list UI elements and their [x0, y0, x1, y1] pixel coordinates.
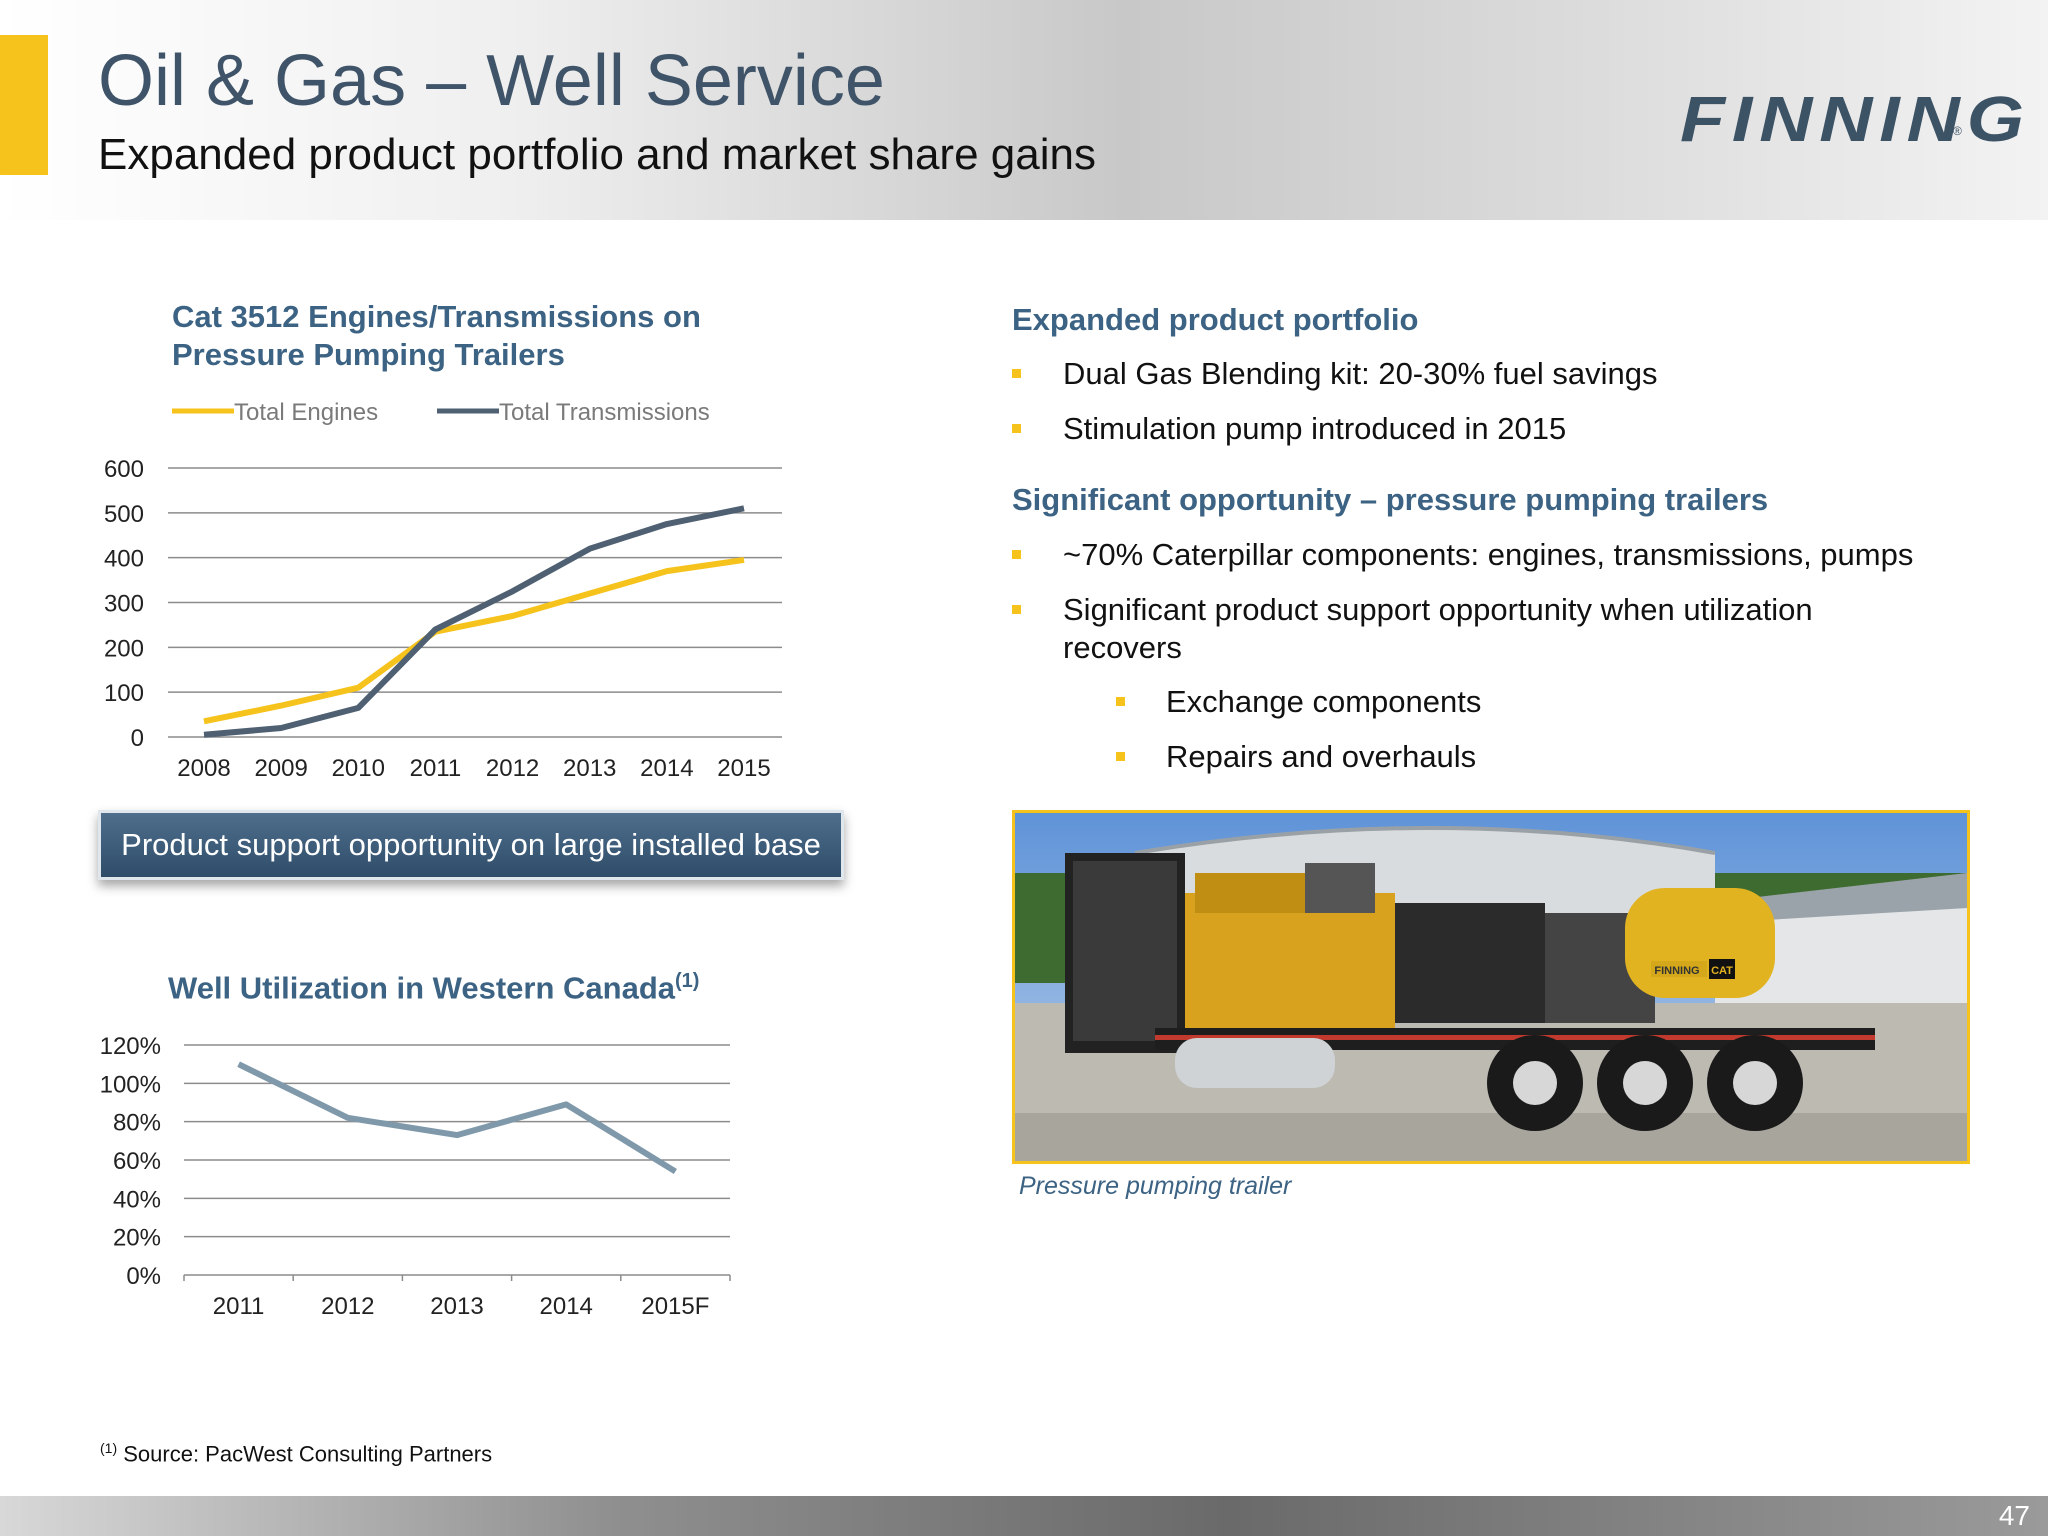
legend-label: Total Engines [234, 399, 378, 426]
bullet-square-icon [1012, 369, 1021, 378]
x-tick-label: 2014 [640, 755, 693, 782]
bullet-square-icon [1012, 550, 1021, 559]
x-tick-label: 2013 [563, 755, 616, 782]
y-tick-label: 40% [113, 1186, 161, 1213]
bullet-text-continued: recovers [1063, 630, 1182, 665]
footer-band [0, 1496, 2048, 1536]
y-tick-label: 500 [104, 501, 144, 528]
y-tick-label: 400 [104, 546, 144, 573]
accent-bar [0, 35, 48, 175]
source-footnote: (1) Source: PacWest Consulting Partners [100, 1440, 492, 1467]
x-tick-label: 2011 [213, 1293, 265, 1320]
chart1-title-line1: Cat 3512 Engines/Transmissions on [172, 299, 701, 334]
footnote-mark: (1) [100, 1440, 118, 1456]
y-tick-label: 0 [131, 725, 144, 752]
series-line [237, 1061, 677, 1175]
chart1-title-line2: Pressure Pumping Trailers [172, 337, 565, 372]
bullet-text: Dual Gas Blending kit: 20-30% fuel savin… [1063, 356, 1658, 391]
bullet-square-icon [1012, 605, 1021, 614]
y-tick-label: 100% [100, 1071, 161, 1098]
bullet-square-icon [1116, 697, 1125, 706]
bullet-text: Significant product support opportunity … [1063, 592, 1813, 627]
x-tick-label: 2009 [254, 755, 307, 782]
trailer-illustration: FINNING CAT [1015, 813, 1967, 1161]
y-tick-label: 80% [113, 1110, 161, 1137]
page-number: 47 [1998, 1500, 2030, 1531]
chart1-title: Cat 3512 Engines/Transmissions on Pressu… [172, 298, 701, 374]
bullet-text: Repairs and overhauls [1166, 739, 1477, 774]
bullet-text: ~70% Caterpillar components: engines, tr… [1063, 537, 1914, 572]
slide-title: Oil & Gas – Well Service [98, 41, 885, 121]
footnote-text: Source: PacWest Consulting Partners [117, 1441, 493, 1467]
x-tick-label: 2011 [410, 755, 462, 782]
x-tick-label: 2015 [717, 755, 770, 782]
bullet-square-icon [1012, 424, 1021, 433]
installed-base-callout: Product support opportunity on large ins… [98, 810, 844, 880]
finning-logo: FINNING [1680, 83, 2031, 155]
legend-label: Total Transmissions [499, 399, 710, 426]
chart2-title-footnote-mark: (1) [675, 970, 700, 992]
chart2-title-text: Well Utilization in Western Canada [168, 970, 675, 1006]
x-tick-label: 2015F [641, 1293, 709, 1320]
tank-cat-badge: CAT [1711, 965, 1733, 977]
header-band [0, 0, 2048, 220]
chart2-title: Well Utilization in Western Canada(1) [168, 962, 699, 1007]
section-heading-opportunity: Significant opportunity – pressure pumpi… [1012, 482, 1769, 517]
tank-finning-logo: FINNING [1654, 965, 1699, 977]
y-tick-label: 200 [104, 635, 144, 662]
bullet-text: Exchange components [1166, 684, 1482, 719]
y-tick-label: 600 [104, 456, 144, 483]
y-tick-label: 60% [113, 1148, 161, 1175]
well-utilization-chart: 0% 20% 40% 60% 80% 100% 120% 2011 2012 2013 2014 20… [100, 1033, 731, 1320]
y-tick-label: 120% [100, 1033, 161, 1060]
y-tick-label: 0% [126, 1263, 161, 1290]
y-tick-label: 20% [113, 1225, 161, 1252]
series-line [203, 556, 745, 725]
slide-subtitle: Expanded product portfolio and market sh… [98, 130, 1096, 179]
bullet-text: Stimulation pump introduced in 2015 [1063, 411, 1567, 446]
x-tick-label: 2008 [177, 755, 230, 782]
x-tick-label: 2014 [540, 1293, 593, 1320]
section-heading-portfolio: Expanded product portfolio [1012, 302, 1419, 337]
x-tick-label: 2012 [321, 1293, 374, 1320]
pressure-pumping-trailer-photo: FINNING CAT [1012, 810, 1970, 1164]
series-line [203, 505, 745, 738]
photo-caption: Pressure pumping trailer [1019, 1172, 1292, 1200]
logo-registered-mark: ® [1953, 124, 1962, 138]
engines-transmissions-chart: Total Engines Total Transmissions 0 100 200 3… [104, 399, 782, 782]
x-tick-label: 2013 [430, 1293, 483, 1320]
x-tick-label: 2012 [486, 755, 539, 782]
y-tick-label: 300 [104, 591, 144, 618]
bullet-square-icon [1116, 752, 1125, 761]
y-tick-label: 100 [104, 680, 144, 707]
tank-logo-plate [1651, 961, 1707, 977]
x-tick-label: 2010 [332, 755, 385, 782]
